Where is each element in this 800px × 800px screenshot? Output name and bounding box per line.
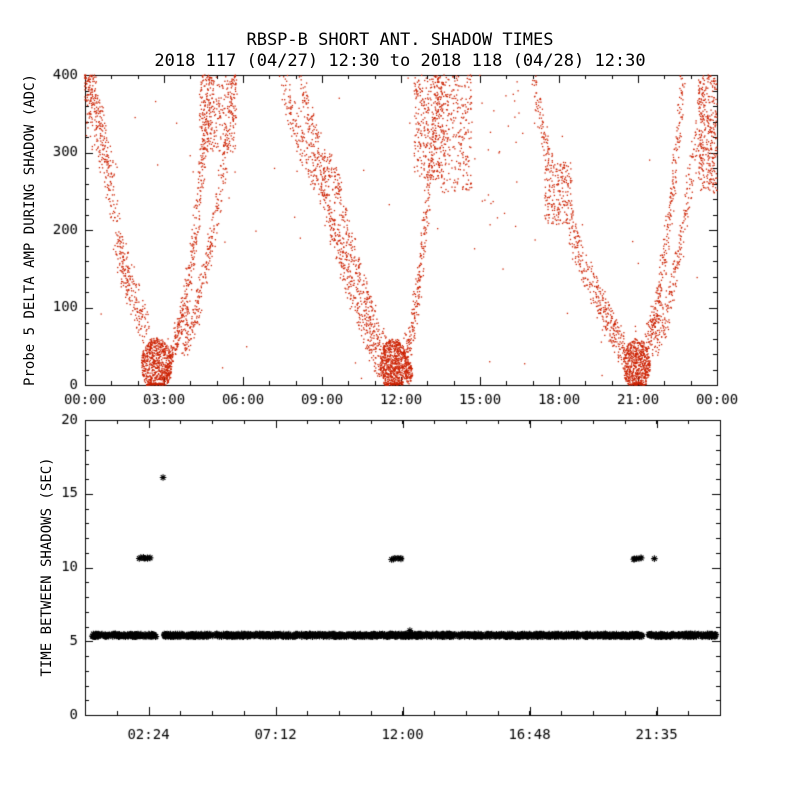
figure: RBSP-B SHORT ANT. SHADOW TIMES 2018 117 … [0,0,800,800]
chart-canvas [0,0,800,800]
